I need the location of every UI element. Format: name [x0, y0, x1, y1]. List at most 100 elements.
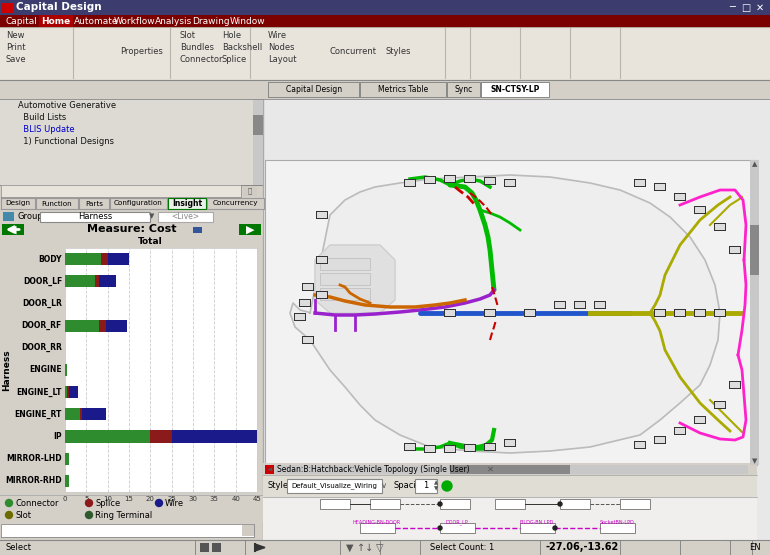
Bar	[655, 310, 665, 316]
Text: Window: Window	[230, 17, 266, 26]
Bar	[1, 524, 254, 537]
Text: Default_Visualize_Wiring: Default_Visualize_Wiring	[291, 483, 377, 490]
Bar	[505, 180, 515, 186]
Bar	[317, 257, 327, 263]
Text: ▲: ▲	[752, 161, 757, 167]
Bar	[2, 85, 12, 95]
Text: Configuration: Configuration	[114, 200, 163, 206]
Circle shape	[438, 526, 442, 530]
Text: Slot: Slot	[15, 511, 31, 519]
Text: Select Count: 1: Select Count: 1	[430, 543, 494, 552]
Bar	[243, 186, 257, 196]
Bar	[675, 310, 685, 316]
Bar	[444, 445, 456, 453]
Bar	[1, 185, 241, 197]
Bar	[0, 495, 263, 522]
Bar	[495, 499, 525, 509]
Text: Hole: Hole	[222, 32, 241, 41]
Bar	[694, 309, 706, 317]
Bar	[685, 541, 725, 554]
Bar	[360, 82, 446, 97]
Circle shape	[438, 502, 442, 506]
Bar	[65, 275, 95, 287]
Bar	[168, 198, 206, 209]
Text: 30: 30	[189, 496, 197, 502]
Bar	[445, 176, 455, 182]
Bar	[750, 160, 759, 465]
Polygon shape	[255, 544, 265, 551]
Bar	[654, 436, 666, 444]
Bar	[295, 314, 305, 320]
Text: 10: 10	[103, 496, 112, 502]
Bar	[520, 523, 555, 533]
Bar	[36, 198, 78, 209]
Text: SocketBN-LPD: SocketBN-LPD	[600, 519, 634, 524]
Text: ✕: ✕	[756, 3, 764, 13]
Text: Concurrency: Concurrency	[213, 200, 258, 206]
Text: 35: 35	[210, 496, 219, 502]
Text: Function: Function	[42, 200, 72, 206]
Bar	[750, 225, 759, 275]
Text: 15: 15	[125, 496, 133, 502]
Bar	[440, 499, 470, 509]
Bar	[729, 246, 741, 254]
Bar	[0, 540, 770, 555]
Bar	[302, 336, 314, 344]
Bar	[316, 291, 328, 299]
Bar	[714, 401, 726, 409]
Bar	[265, 160, 757, 465]
Bar	[485, 178, 495, 184]
Bar	[484, 309, 496, 317]
Bar	[480, 82, 549, 97]
Bar	[524, 309, 536, 317]
Bar	[444, 175, 456, 183]
Bar	[317, 292, 327, 298]
Bar	[320, 258, 370, 270]
Bar	[0, 80, 263, 540]
Text: ✕: ✕	[487, 465, 494, 473]
Bar	[2, 224, 24, 235]
Bar	[554, 301, 566, 309]
Text: MIRROR-RHD: MIRROR-RHD	[5, 476, 62, 486]
Bar	[695, 310, 705, 316]
Text: Drawing: Drawing	[192, 17, 229, 26]
Text: Sedan:B:Hatchback:Vehicle Topology (Single User): Sedan:B:Hatchback:Vehicle Topology (Sing…	[277, 465, 470, 473]
Text: Spacing: Spacing	[393, 482, 427, 491]
Bar	[444, 309, 456, 317]
Text: Splice: Splice	[95, 498, 120, 507]
Text: Total: Total	[138, 238, 162, 246]
Text: Slot: Slot	[180, 32, 196, 41]
Bar	[95, 275, 99, 287]
Bar	[0, 223, 263, 236]
Text: 1: 1	[424, 482, 429, 491]
Bar	[424, 445, 436, 453]
Text: Connector: Connector	[180, 56, 223, 64]
Circle shape	[442, 481, 452, 491]
Text: Layout: Layout	[268, 56, 296, 64]
Bar	[65, 386, 67, 398]
Bar	[715, 402, 725, 408]
Text: Automotive Generative: Automotive Generative	[16, 84, 122, 93]
Bar	[302, 283, 314, 291]
Bar	[67, 386, 69, 398]
Text: BLIS Update: BLIS Update	[18, 124, 75, 134]
Circle shape	[558, 502, 562, 506]
Bar	[634, 441, 646, 449]
Bar	[424, 176, 436, 184]
Bar	[620, 499, 650, 509]
Bar	[634, 179, 646, 187]
Bar	[110, 198, 167, 209]
Bar	[560, 499, 590, 509]
Bar	[65, 475, 69, 487]
Text: ENGINE: ENGINE	[29, 366, 62, 375]
Text: 0: 0	[62, 496, 67, 502]
Bar	[242, 525, 254, 536]
Text: ∨: ∨	[381, 482, 387, 491]
Text: Capital Design: Capital Design	[16, 3, 102, 13]
Bar	[675, 428, 685, 434]
Text: 45: 45	[253, 496, 261, 502]
Circle shape	[5, 500, 12, 507]
Bar	[265, 465, 748, 474]
Text: Design: Design	[5, 200, 31, 206]
Text: Metrics Table: Metrics Table	[378, 85, 428, 94]
